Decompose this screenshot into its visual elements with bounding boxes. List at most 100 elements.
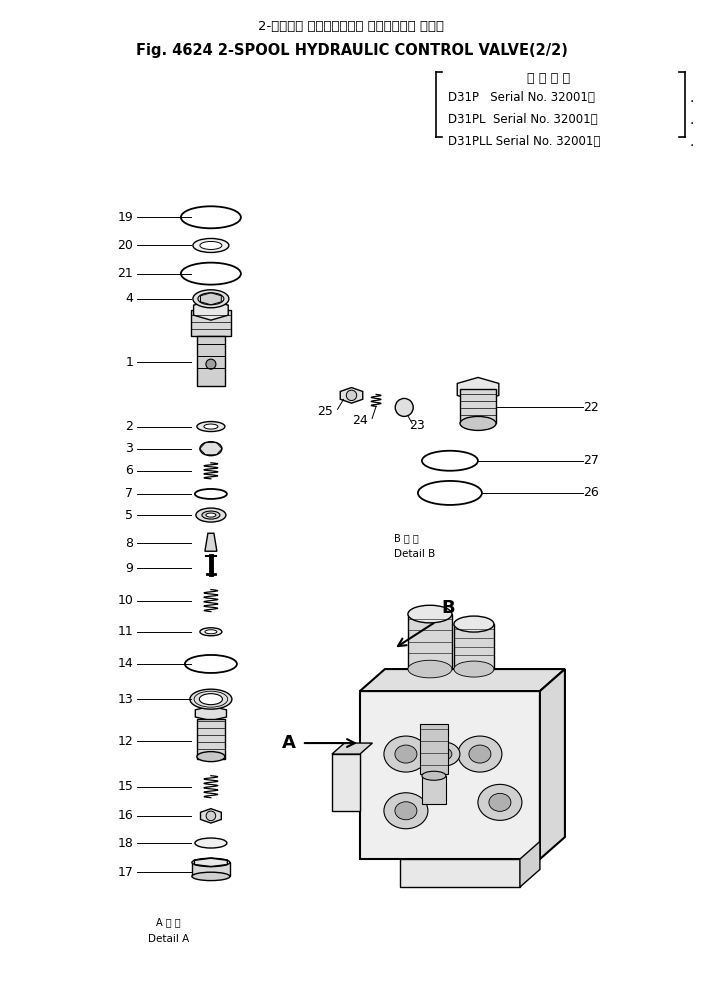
Ellipse shape	[460, 416, 496, 431]
Text: 9: 9	[125, 562, 133, 574]
Ellipse shape	[190, 689, 232, 709]
Ellipse shape	[195, 838, 227, 848]
Text: D31PL  Serial No. 32001～: D31PL Serial No. 32001～	[448, 113, 598, 126]
Polygon shape	[200, 809, 221, 823]
Bar	[454, 624, 494, 669]
Bar	[197, 336, 225, 386]
Ellipse shape	[436, 748, 452, 761]
Text: 2: 2	[125, 421, 133, 433]
Ellipse shape	[198, 293, 224, 305]
Text: 24: 24	[352, 413, 368, 427]
Polygon shape	[360, 669, 565, 691]
Ellipse shape	[408, 606, 452, 623]
Ellipse shape	[422, 772, 446, 781]
Polygon shape	[195, 706, 226, 720]
Bar	[197, 718, 225, 759]
Polygon shape	[205, 533, 217, 551]
Text: 7: 7	[125, 488, 133, 500]
Text: 26: 26	[583, 487, 599, 499]
Text: 11: 11	[117, 626, 133, 638]
Polygon shape	[400, 859, 520, 887]
Ellipse shape	[197, 422, 225, 432]
Text: 4: 4	[125, 293, 133, 305]
Text: Detail A: Detail A	[148, 934, 189, 944]
Text: 19: 19	[117, 211, 133, 223]
Ellipse shape	[206, 513, 216, 517]
Text: Detail B: Detail B	[394, 549, 435, 559]
Bar	[422, 776, 446, 804]
Ellipse shape	[192, 872, 230, 880]
Text: D31P   Serial No. 32001～: D31P Serial No. 32001～	[448, 91, 595, 104]
Text: 3: 3	[125, 443, 133, 455]
Ellipse shape	[478, 785, 522, 820]
Text: 20: 20	[117, 239, 133, 252]
Ellipse shape	[200, 241, 222, 249]
Text: 1: 1	[125, 356, 133, 368]
Ellipse shape	[408, 660, 452, 678]
Polygon shape	[360, 691, 540, 859]
Text: B 詳 細: B 詳 細	[394, 533, 418, 543]
Polygon shape	[193, 300, 228, 320]
Circle shape	[206, 359, 216, 369]
Text: .: .	[690, 91, 694, 105]
Text: .: .	[690, 113, 694, 127]
Circle shape	[395, 398, 413, 416]
Ellipse shape	[193, 290, 229, 308]
Ellipse shape	[469, 745, 491, 764]
Text: 10: 10	[117, 595, 133, 607]
Text: 17: 17	[117, 866, 133, 878]
Text: 2-スプール ハイドロリック コントロール バルブ: 2-スプール ハイドロリック コントロール バルブ	[259, 20, 444, 33]
Polygon shape	[520, 841, 540, 887]
Text: 23: 23	[409, 418, 425, 432]
Text: D31PLL Serial No. 32001～: D31PLL Serial No. 32001～	[448, 135, 600, 148]
Bar	[408, 614, 452, 669]
Ellipse shape	[395, 802, 417, 820]
Bar	[420, 724, 448, 775]
Ellipse shape	[193, 238, 229, 253]
Ellipse shape	[197, 751, 225, 762]
Text: 6: 6	[125, 465, 133, 477]
Text: 15: 15	[117, 781, 133, 793]
Ellipse shape	[200, 442, 222, 456]
Text: 25: 25	[318, 404, 333, 417]
Text: 22: 22	[583, 401, 599, 413]
Ellipse shape	[384, 736, 428, 772]
Text: A: A	[282, 734, 296, 752]
Text: 13: 13	[117, 693, 133, 705]
Ellipse shape	[454, 616, 494, 632]
Polygon shape	[332, 743, 373, 754]
Text: 16: 16	[117, 810, 133, 822]
Ellipse shape	[384, 793, 428, 829]
Text: 5: 5	[125, 509, 133, 521]
Ellipse shape	[192, 858, 230, 866]
Ellipse shape	[458, 736, 502, 772]
Ellipse shape	[428, 742, 460, 766]
Ellipse shape	[202, 511, 220, 519]
Polygon shape	[332, 754, 360, 811]
Text: Fig. 4624 2-SPOOL HYDRAULIC CONTROL VALVE(2/2): Fig. 4624 2-SPOOL HYDRAULIC CONTROL VALV…	[136, 43, 567, 58]
Bar	[460, 389, 496, 424]
Circle shape	[206, 811, 216, 821]
Text: 18: 18	[117, 837, 133, 849]
Text: 12: 12	[117, 735, 133, 747]
Polygon shape	[540, 669, 565, 859]
Polygon shape	[457, 377, 499, 401]
Polygon shape	[195, 858, 227, 866]
Ellipse shape	[395, 745, 417, 764]
Text: 適 用 号 機: 適 用 号 機	[527, 72, 570, 86]
Circle shape	[347, 390, 356, 400]
Text: 8: 8	[125, 537, 133, 549]
Text: B: B	[442, 599, 456, 617]
Bar	[191, 310, 231, 336]
Text: 14: 14	[117, 658, 133, 670]
Text: .: .	[690, 135, 694, 149]
Ellipse shape	[454, 661, 494, 677]
Ellipse shape	[196, 508, 226, 522]
Ellipse shape	[200, 628, 222, 636]
Ellipse shape	[200, 694, 222, 704]
Ellipse shape	[489, 794, 511, 812]
Text: 27: 27	[583, 455, 600, 467]
Ellipse shape	[204, 425, 218, 429]
Text: 21: 21	[117, 268, 133, 280]
Polygon shape	[340, 387, 363, 403]
